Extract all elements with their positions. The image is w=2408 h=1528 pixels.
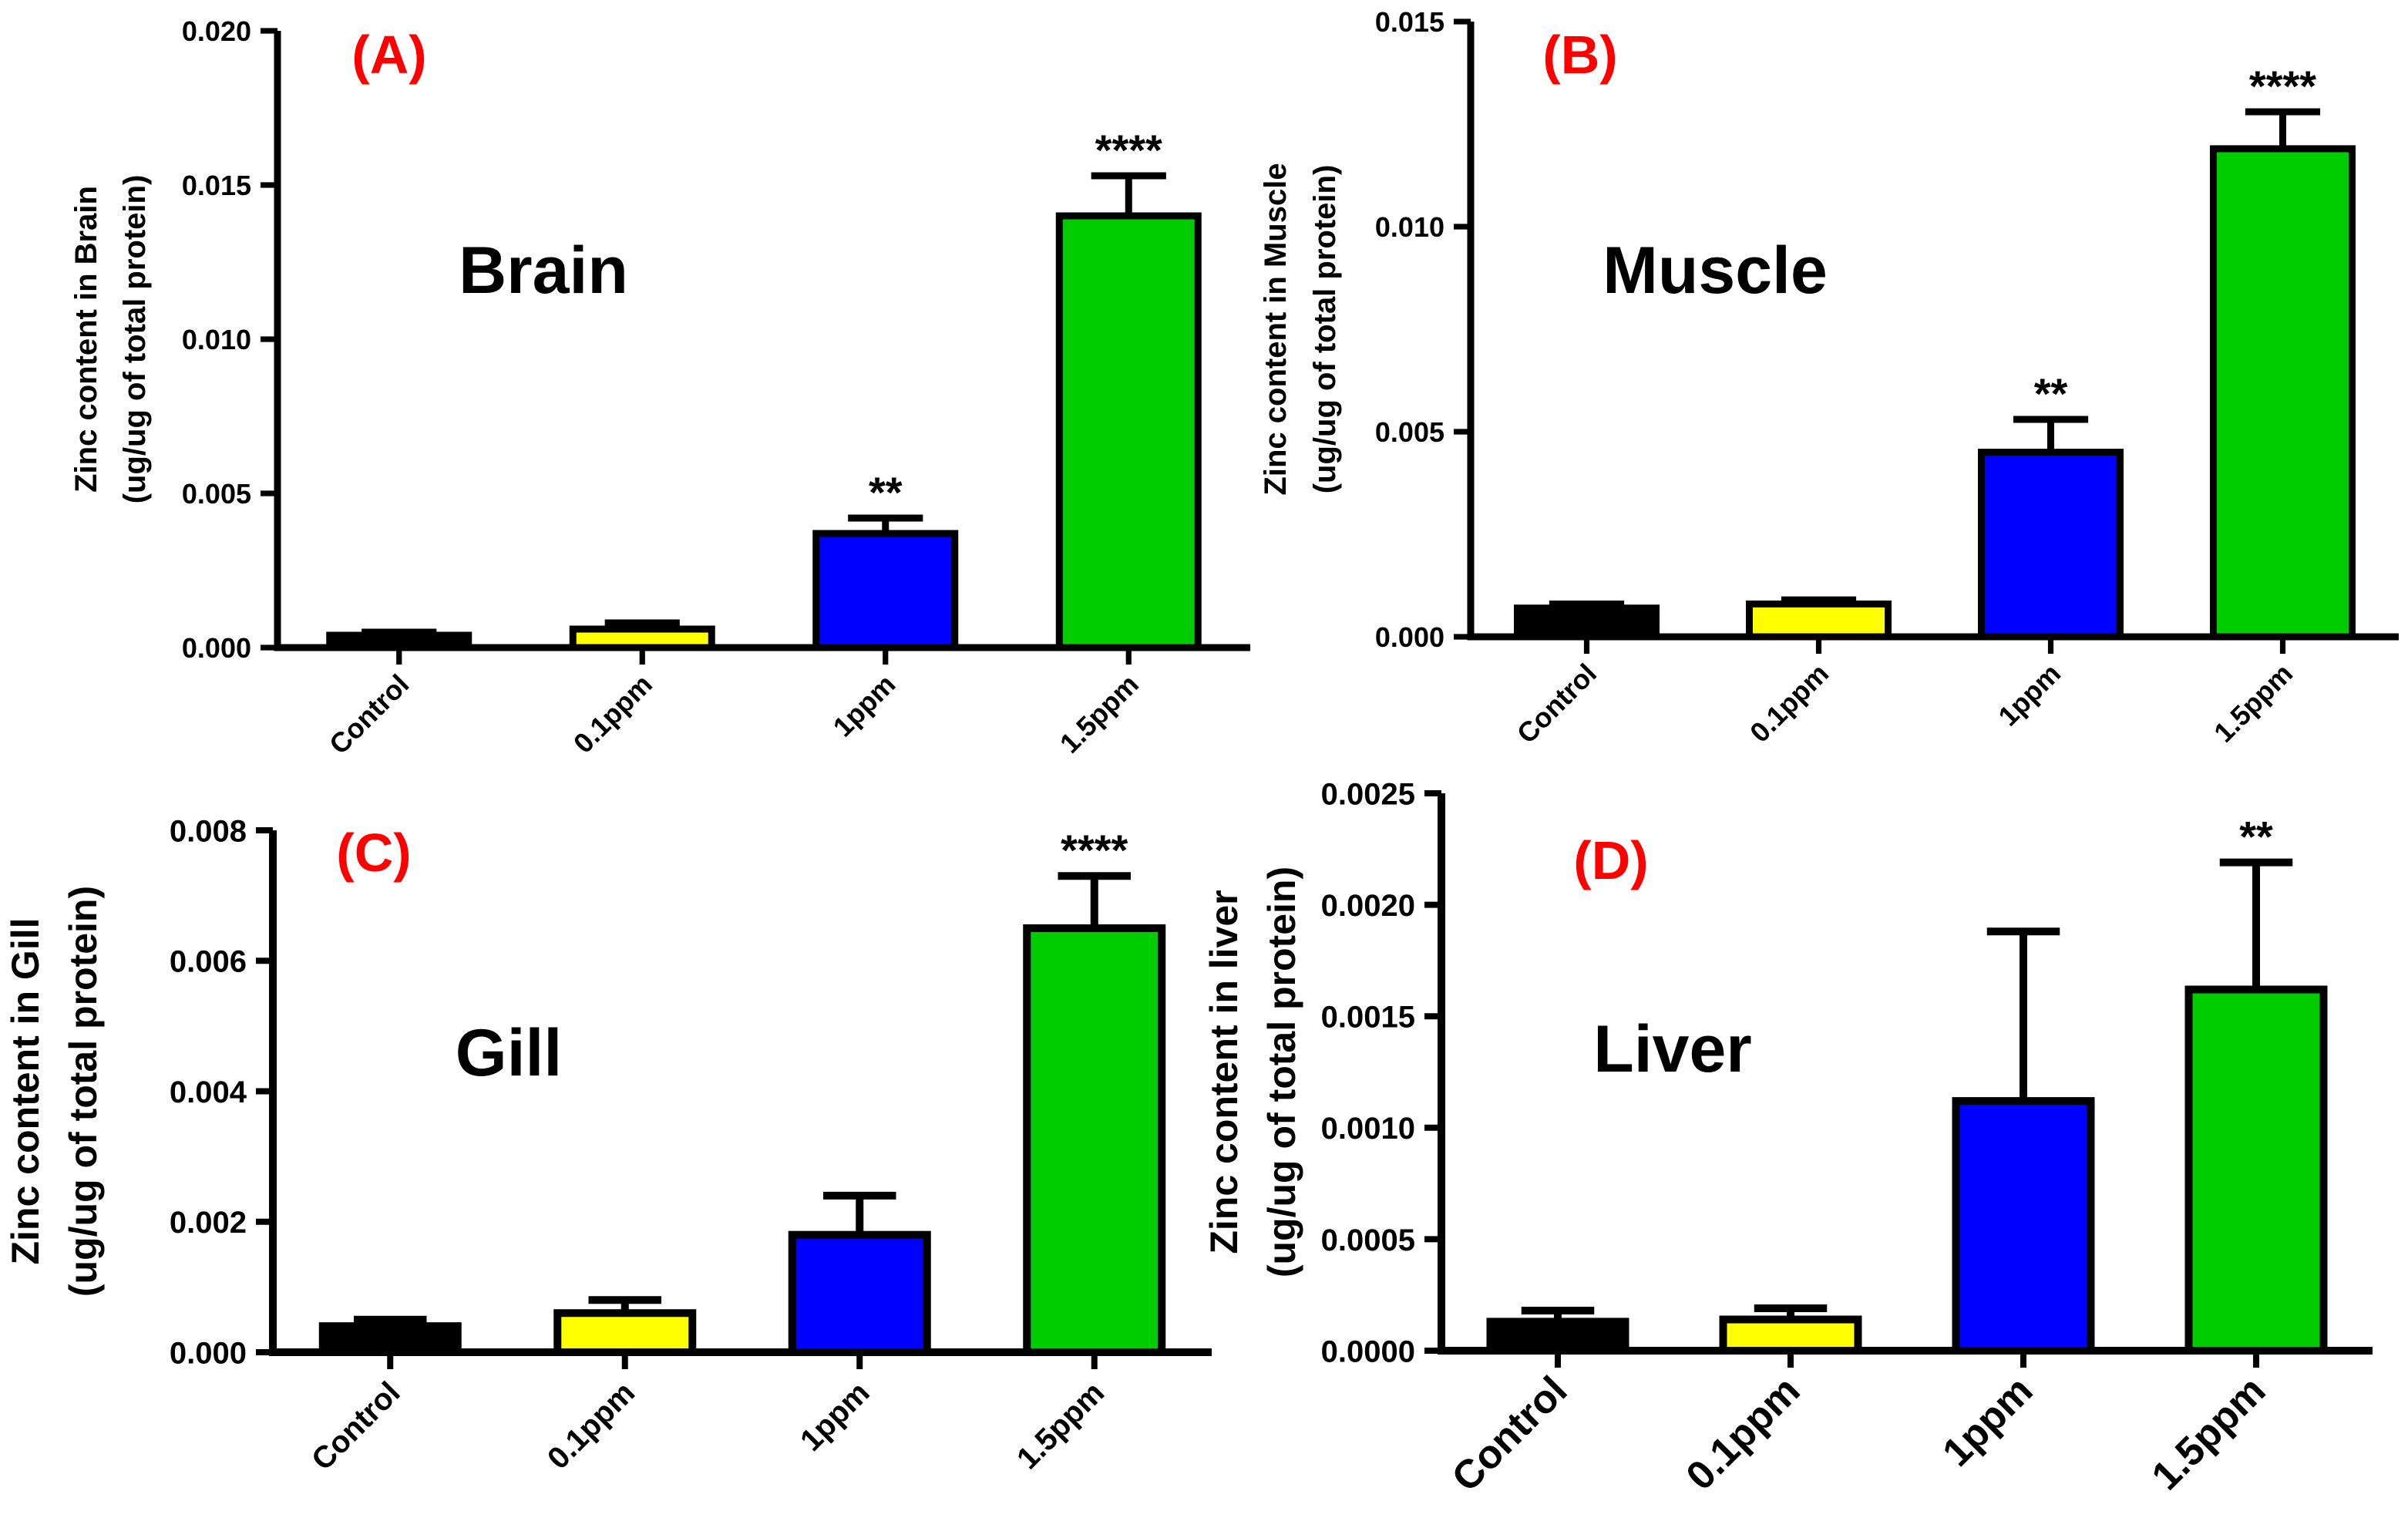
y-axis-title-line2: (ug/ug of total protein) bbox=[1308, 165, 1342, 494]
y-tick-label: 0.0025 bbox=[1321, 777, 1415, 811]
bar-control bbox=[1486, 1318, 1629, 1355]
y-tick-label: 0.015 bbox=[1375, 6, 1444, 38]
x-tick-label: 1.5ppm bbox=[2144, 1368, 2275, 1499]
chart-title: Liver bbox=[1593, 1012, 1752, 1086]
y-tick-label: 0.0005 bbox=[1321, 1223, 1415, 1257]
y-axis-title-line2: (ug/ug of total protein) bbox=[62, 886, 105, 1297]
bar-1ppm bbox=[1978, 449, 2124, 641]
bar-01ppm bbox=[553, 1309, 697, 1356]
x-tick-label: Control bbox=[323, 668, 415, 760]
y-axis-title-line2: (ug/ug of total protein) bbox=[1260, 867, 1303, 1277]
y-tick-label: 0.010 bbox=[182, 324, 251, 355]
bar-15ppm bbox=[2184, 985, 2328, 1355]
y-axis-title-line2: (ug/ug of total protein) bbox=[118, 175, 152, 504]
y-tick-label: 0.000 bbox=[170, 1336, 247, 1370]
y-tick-label: 0.000 bbox=[1375, 621, 1444, 653]
panel-label: (C) bbox=[336, 823, 411, 883]
x-tick-label: 1ppm bbox=[827, 668, 902, 743]
y-tick-label: 0.020 bbox=[182, 15, 251, 47]
x-tick-label: 0.1ppm bbox=[541, 1375, 641, 1476]
significance-label: ** bbox=[869, 468, 903, 517]
bar-15ppm bbox=[1055, 212, 1202, 651]
x-tick-label: 1.5ppm bbox=[1054, 668, 1145, 759]
x-tick-label: 0.1ppm bbox=[1678, 1368, 1809, 1499]
y-tick-label: 0.000 bbox=[182, 632, 251, 664]
x-tick-label: 0.1ppm bbox=[567, 668, 658, 759]
chart-panel-4: 0.0000 0.0005 0.0010 0.0015 0.0020 0.0025 Cont… bbox=[1202, 777, 2373, 1500]
chart-panel-2: 0.000 0.005 0.010 0.015 Control 0.1ppm 1ppm ** 1… bbox=[1259, 6, 2399, 749]
y-tick-label: 0.006 bbox=[170, 945, 247, 979]
bar-1ppm bbox=[812, 530, 959, 651]
y-tick-label: 0.010 bbox=[1375, 211, 1444, 243]
y-axis-title-line1: Zinc content in liver bbox=[1202, 890, 1246, 1254]
bar-control bbox=[318, 1322, 462, 1357]
x-tick-label: 1.5ppm bbox=[2208, 658, 2299, 749]
y-tick-label: 0.004 bbox=[170, 1075, 247, 1109]
y-tick-label: 0.0015 bbox=[1321, 1001, 1415, 1035]
y-tick-label: 0.0020 bbox=[1321, 889, 1415, 923]
x-tick-label: Control bbox=[305, 1375, 407, 1477]
x-tick-label: 0.1ppm bbox=[1744, 658, 1835, 749]
x-tick-label: Control bbox=[1444, 1368, 1576, 1500]
y-tick-label: 0.002 bbox=[170, 1206, 247, 1240]
bar-control bbox=[1514, 604, 1660, 641]
significance-label: **** bbox=[1095, 126, 1162, 174]
panel-label: (B) bbox=[1542, 25, 1617, 85]
x-tick-label: Control bbox=[1511, 658, 1603, 749]
x-tick-label: 1ppm bbox=[1934, 1368, 2041, 1475]
chart-panel-3: 0.000 0.002 0.004 0.006 0.008 Control 0.1ppm 1p… bbox=[4, 814, 1212, 1477]
bar-15ppm bbox=[1023, 924, 1166, 1356]
bar-01ppm bbox=[1746, 600, 1892, 641]
chart-title: Muscle bbox=[1603, 234, 1828, 308]
chart-title: Gill bbox=[456, 1016, 563, 1090]
chart-title: Brain bbox=[459, 234, 628, 308]
y-tick-label: 0.005 bbox=[182, 478, 251, 510]
y-axis-title-line1: Zinc content in Gill bbox=[4, 918, 47, 1265]
y-tick-label: 0.0010 bbox=[1321, 1112, 1415, 1146]
panel-label: (D) bbox=[1573, 830, 1648, 890]
y-tick-label: 0.008 bbox=[170, 814, 247, 848]
bar-control bbox=[326, 631, 473, 651]
y-tick-label: 0.015 bbox=[182, 170, 251, 201]
significance-label: **** bbox=[2249, 62, 2316, 110]
significance-label: ** bbox=[2239, 813, 2273, 861]
x-tick-label: 1ppm bbox=[1992, 658, 2067, 732]
significance-label: ** bbox=[2034, 369, 2068, 418]
bar-15ppm bbox=[2210, 145, 2356, 641]
bar-01ppm bbox=[569, 625, 715, 651]
bar-1ppm bbox=[1952, 1097, 2095, 1355]
bar-01ppm bbox=[1719, 1315, 1862, 1355]
x-tick-label: 1ppm bbox=[794, 1375, 876, 1458]
bar-1ppm bbox=[788, 1230, 931, 1357]
chart-panel-1: 0.000 0.005 0.010 0.015 0.020 Control 0.1ppm 1p… bbox=[69, 15, 1250, 760]
significance-label: **** bbox=[1061, 826, 1128, 874]
y-axis-title-line1: Zinc content in Muscle bbox=[1259, 163, 1293, 495]
y-axis-title-line1: Zinc content in Brain bbox=[69, 186, 103, 493]
y-tick-label: 0.0000 bbox=[1321, 1334, 1415, 1368]
x-tick-label: 1.5ppm bbox=[1011, 1375, 1111, 1476]
panel-label: (A) bbox=[351, 25, 426, 85]
y-tick-label: 0.005 bbox=[1375, 416, 1444, 448]
